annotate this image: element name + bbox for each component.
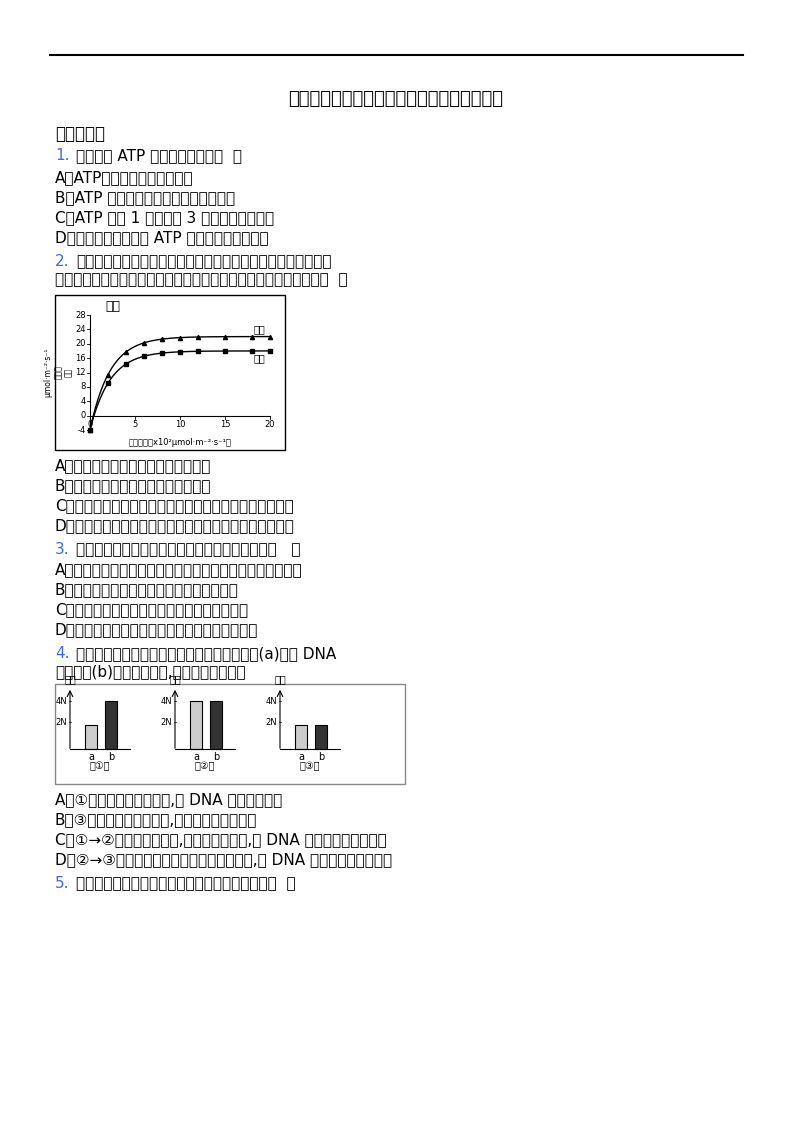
Bar xyxy=(105,701,117,749)
Text: D．光反应阶段产生的 ATP 可用于各项生命活动: D．光反应阶段产生的 ATP 可用于各项生命活动 xyxy=(55,230,269,245)
Text: 下列关于生物膜结构、功能的叙述，不正确的是（   ）: 下列关于生物膜结构、功能的叙述，不正确的是（ ） xyxy=(76,542,301,557)
Text: 15: 15 xyxy=(220,420,230,429)
Text: b: b xyxy=(213,752,219,762)
Text: μmol·m⁻²·s⁻¹
糖固定
速率: μmol·m⁻²·s⁻¹ 糖固定 速率 xyxy=(43,348,73,397)
Text: B．大豆植株的光合速率单作大于间作: B．大豆植株的光合速率单作大于间作 xyxy=(55,478,212,493)
Text: b: b xyxy=(318,752,324,762)
Text: a: a xyxy=(193,752,199,762)
Bar xyxy=(85,725,97,749)
Text: 20: 20 xyxy=(75,339,86,348)
Text: D．细胞膜上的受体是参与细胞间信息交流的结构: D．细胞膜上的受体是参与细胞间信息交流的结构 xyxy=(55,622,259,637)
Text: 含量: 含量 xyxy=(274,674,285,684)
Text: 12: 12 xyxy=(75,368,86,377)
Text: 下列有关 ATP 的说法错误的是（  ）: 下列有关 ATP 的说法错误的是（ ） xyxy=(76,148,242,163)
Text: 5.: 5. xyxy=(55,876,70,891)
Text: D．为减小误差，间作与单作植株间的株距、行距均需相同: D．为减小误差，间作与单作植株间的株距、行距均需相同 xyxy=(55,518,295,533)
Bar xyxy=(295,725,307,749)
Text: 光照强度（x10²μmol·m⁻²·s⁻¹）: 光照强度（x10²μmol·m⁻²·s⁻¹） xyxy=(128,438,232,447)
Text: 单作: 单作 xyxy=(253,324,265,334)
Text: 以下二倍体生物的细胞中含有两个染色体组的是（  ）: 以下二倍体生物的细胞中含有两个染色体组的是（ ） xyxy=(76,876,296,891)
Text: 4N: 4N xyxy=(56,697,67,706)
Text: A．大豆植株的呼吸强度单作大于间作: A．大豆植株的呼吸强度单作大于间作 xyxy=(55,458,212,473)
Text: B．③时期核膜、核仁重建,细胞中部出现细胞板: B．③时期核膜、核仁重建,细胞中部出现细胞板 xyxy=(55,812,258,827)
Text: （③）: （③） xyxy=(300,761,320,771)
Text: 0: 0 xyxy=(87,420,93,429)
Text: 间作: 间作 xyxy=(253,353,265,362)
Text: 2N: 2N xyxy=(160,718,172,727)
Text: 一、单选题: 一、单选题 xyxy=(55,125,105,142)
Text: （②）: （②） xyxy=(195,761,215,771)
Bar xyxy=(55,684,405,784)
Text: a: a xyxy=(298,752,304,762)
Text: ）和大豆单作（单独种植）时大豆的光合速率。下列叙述错误的是（  ）: ）和大豆单作（单独种植）时大豆的光合速率。下列叙述错误的是（ ） xyxy=(55,272,347,287)
Text: D．②→③表示染色体平均分配到两个子细胞,核 DNA 分子也随之平均分配: D．②→③表示染色体平均分配到两个子细胞,核 DNA 分子也随之平均分配 xyxy=(55,852,392,867)
Text: 分子数目(b)的柱形统计图,下列叙述正确的是: 分子数目(b)的柱形统计图,下列叙述正确的是 xyxy=(55,664,246,679)
Text: 1.: 1. xyxy=(55,148,70,163)
Text: 4: 4 xyxy=(81,397,86,406)
Text: A．①时期染色体还未复制,核 DNA 已完成了复制: A．①时期染色体还未复制,核 DNA 已完成了复制 xyxy=(55,792,282,807)
Text: A．细胞膜、内质网膜与小肠黏膜都属于细胞内的生物膜系统: A．细胞膜、内质网膜与小肠黏膜都属于细胞内的生物膜系统 xyxy=(55,562,303,577)
Text: 下图是动物细胞有丝分裂不同时期染色体数目(a)、核 DNA: 下图是动物细胞有丝分裂不同时期染色体数目(a)、核 DNA xyxy=(76,646,341,661)
Text: 4N: 4N xyxy=(266,697,277,706)
Text: C．ATP 是由 1 个腺苷和 3 个磷酸基团组成的: C．ATP 是由 1 个腺苷和 3 个磷酸基团组成的 xyxy=(55,210,274,226)
Text: 16: 16 xyxy=(75,353,86,362)
Text: 8: 8 xyxy=(81,383,86,392)
Text: a: a xyxy=(88,752,94,762)
Text: 大豆: 大豆 xyxy=(105,300,120,313)
Text: C．大豆植株开始积累有机物的最低光照强度单作大于间作: C．大豆植株开始积累有机物的最低光照强度单作大于间作 xyxy=(55,498,293,513)
Text: 含量: 含量 xyxy=(64,674,76,684)
Text: 0: 0 xyxy=(81,411,86,420)
Text: 镇江市高一生物必修一期末考试模拟题含答案: 镇江市高一生物必修一期末考试模拟题含答案 xyxy=(289,90,504,108)
Text: 下图是在不同光照强度下测得的桑树与大豆间作（两种隔行种植: 下图是在不同光照强度下测得的桑树与大豆间作（两种隔行种植 xyxy=(76,254,331,269)
Text: B．细胞膜均以磷脂双分子层为基本结构支架: B．细胞膜均以磷脂双分子层为基本结构支架 xyxy=(55,582,239,597)
Text: 2.: 2. xyxy=(55,254,70,269)
Text: 5: 5 xyxy=(132,420,138,429)
Bar xyxy=(315,725,327,749)
Text: 24: 24 xyxy=(75,325,86,334)
Text: A．ATP不能在细胞内大量储存: A．ATP不能在细胞内大量储存 xyxy=(55,171,193,185)
Bar xyxy=(210,701,222,749)
Text: 2N: 2N xyxy=(266,718,277,727)
Text: C．细胞内的囊泡可来自于内质网和高尔基体膜: C．细胞内的囊泡可来自于内质网和高尔基体膜 xyxy=(55,603,248,617)
Text: -4: -4 xyxy=(78,425,86,434)
Text: 4N: 4N xyxy=(160,697,172,706)
Text: b: b xyxy=(108,752,114,762)
Text: B．ATP 与脱氧核糖核酸的元素组成一致: B．ATP 与脱氧核糖核酸的元素组成一致 xyxy=(55,190,236,205)
Text: C．①→②表示着丝点分裂,染色体数目加倍,核 DNA 分子数目也随之加倍: C．①→②表示着丝点分裂,染色体数目加倍,核 DNA 分子数目也随之加倍 xyxy=(55,833,387,847)
Text: 28: 28 xyxy=(75,311,86,320)
Text: 2N: 2N xyxy=(56,718,67,727)
Text: 含量: 含量 xyxy=(169,674,181,684)
Bar xyxy=(55,295,285,450)
Text: 4.: 4. xyxy=(55,646,70,661)
Text: 10: 10 xyxy=(174,420,186,429)
Text: 20: 20 xyxy=(265,420,275,429)
Text: （①）: （①） xyxy=(90,761,110,771)
Bar xyxy=(190,701,202,749)
Text: 3.: 3. xyxy=(55,542,70,557)
